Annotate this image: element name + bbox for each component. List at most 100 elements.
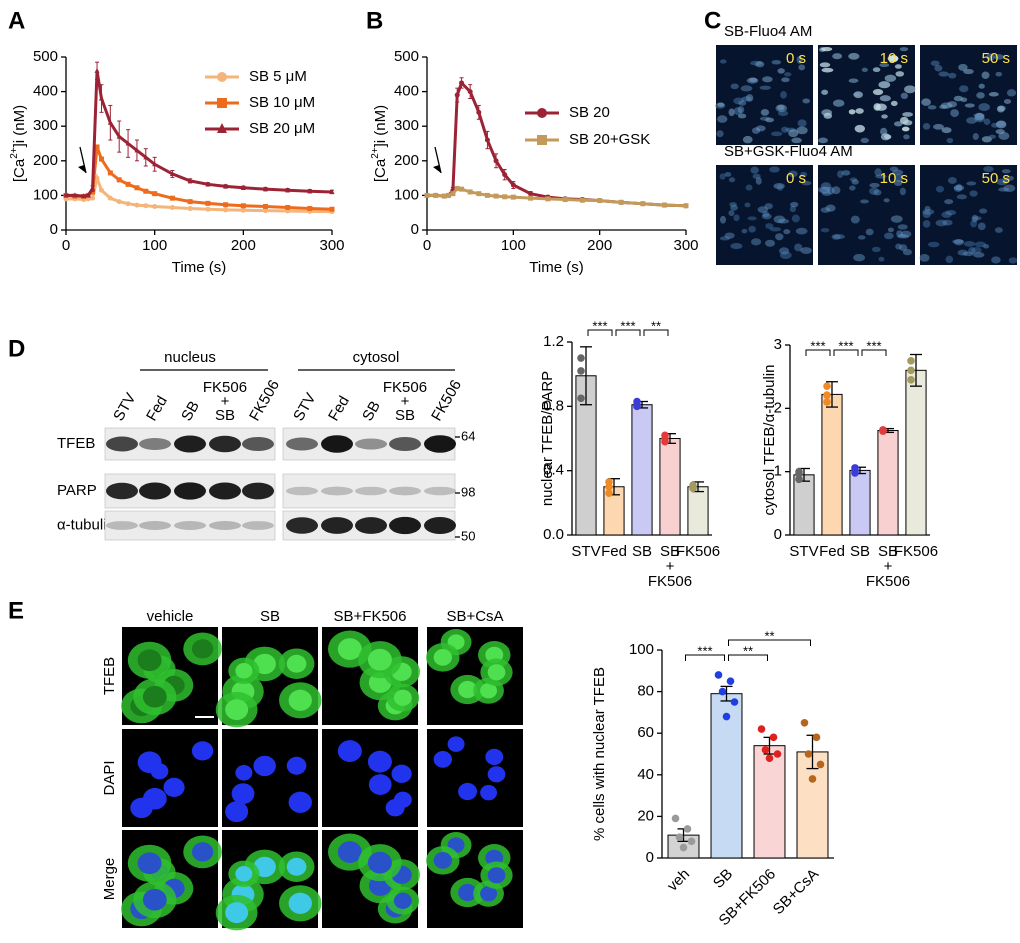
nucleus	[191, 639, 214, 659]
cell	[996, 120, 1006, 127]
cell	[991, 256, 1001, 264]
row-label: Merge	[101, 858, 118, 901]
lane-label: SB	[395, 407, 415, 424]
cell	[933, 123, 944, 130]
cell	[802, 98, 811, 104]
marker	[263, 186, 268, 192]
panel-label: B	[366, 7, 383, 34]
data-point	[605, 489, 613, 497]
mw-marker: 98	[461, 484, 475, 499]
cell	[746, 77, 759, 84]
cell	[963, 240, 976, 247]
cell	[818, 137, 828, 144]
time-label: 0 s	[786, 170, 806, 187]
data-point	[800, 719, 809, 727]
cell	[820, 182, 832, 190]
cell	[988, 92, 999, 97]
legend-marker	[217, 98, 227, 108]
cell	[788, 129, 799, 138]
cell	[953, 239, 964, 246]
cell	[941, 211, 952, 218]
cell	[719, 236, 731, 241]
cell	[873, 103, 881, 111]
marker	[661, 202, 667, 208]
legend-marker	[217, 123, 227, 133]
cell	[798, 64, 806, 71]
cell	[1005, 175, 1014, 181]
y-tick-label: 2	[774, 399, 782, 416]
data-point	[687, 837, 696, 846]
data-point	[718, 687, 727, 696]
blot-band	[389, 516, 421, 535]
cell	[970, 219, 978, 228]
cell	[841, 170, 851, 176]
column-label: SB+CsA	[446, 608, 503, 625]
x-tick-label: FK506	[894, 543, 938, 560]
marker	[187, 177, 193, 183]
marker	[459, 186, 465, 192]
bar	[796, 751, 829, 859]
cell	[769, 166, 780, 173]
x-tick-label: SB	[660, 543, 680, 560]
cell	[884, 74, 897, 82]
marker	[169, 195, 175, 201]
cell	[800, 247, 812, 255]
legend-label: SB 20+GSK	[569, 131, 650, 148]
marker	[90, 195, 96, 201]
y-tick-label: 1.2	[543, 333, 564, 350]
cell	[922, 210, 931, 219]
cell	[748, 225, 756, 233]
cell	[902, 119, 913, 126]
x-tick-label: 300	[319, 237, 344, 254]
significance-bracket	[861, 349, 887, 356]
blot-band	[389, 486, 421, 496]
cell	[883, 232, 894, 240]
data-point	[730, 698, 739, 706]
marker	[98, 187, 104, 193]
cell	[988, 134, 996, 139]
cell	[953, 184, 963, 193]
cell	[794, 243, 803, 252]
data-point	[765, 754, 774, 762]
cell	[755, 177, 762, 185]
cell	[952, 239, 964, 244]
marker	[63, 192, 69, 198]
cell	[821, 191, 832, 196]
cell	[979, 208, 988, 214]
cell	[719, 215, 727, 224]
data-point	[804, 750, 813, 758]
cell	[853, 92, 860, 97]
cell	[973, 252, 985, 258]
cell	[922, 123, 931, 130]
significance-label: ***	[592, 318, 607, 333]
cell	[779, 251, 792, 260]
blot-band	[424, 435, 456, 453]
blot-band	[242, 521, 274, 530]
cell	[974, 241, 987, 248]
marker	[476, 191, 482, 197]
nucleus	[487, 766, 506, 783]
nucleus	[225, 699, 249, 721]
marker	[454, 185, 460, 191]
x-tick-label: 0	[423, 237, 431, 254]
marker	[116, 199, 122, 205]
nucleus	[142, 685, 167, 708]
fluo-image	[716, 165, 813, 265]
cell	[966, 181, 977, 186]
y-tick-label: 80	[637, 683, 654, 700]
marker	[597, 198, 603, 204]
significance-label: ***	[866, 338, 881, 353]
y-tick-label: 400	[33, 83, 58, 100]
y-axis-label-part: ]i (nM)	[11, 105, 28, 148]
y-tick-label: 0	[50, 221, 58, 238]
arrow	[79, 146, 87, 174]
cell	[817, 186, 830, 193]
cell	[770, 131, 783, 137]
cell	[927, 105, 937, 110]
bar	[710, 693, 743, 859]
marker	[493, 158, 499, 164]
marker	[459, 80, 465, 86]
image-row-title: SB+GSK-Fluo4 AM	[724, 143, 853, 160]
cell	[977, 222, 986, 231]
